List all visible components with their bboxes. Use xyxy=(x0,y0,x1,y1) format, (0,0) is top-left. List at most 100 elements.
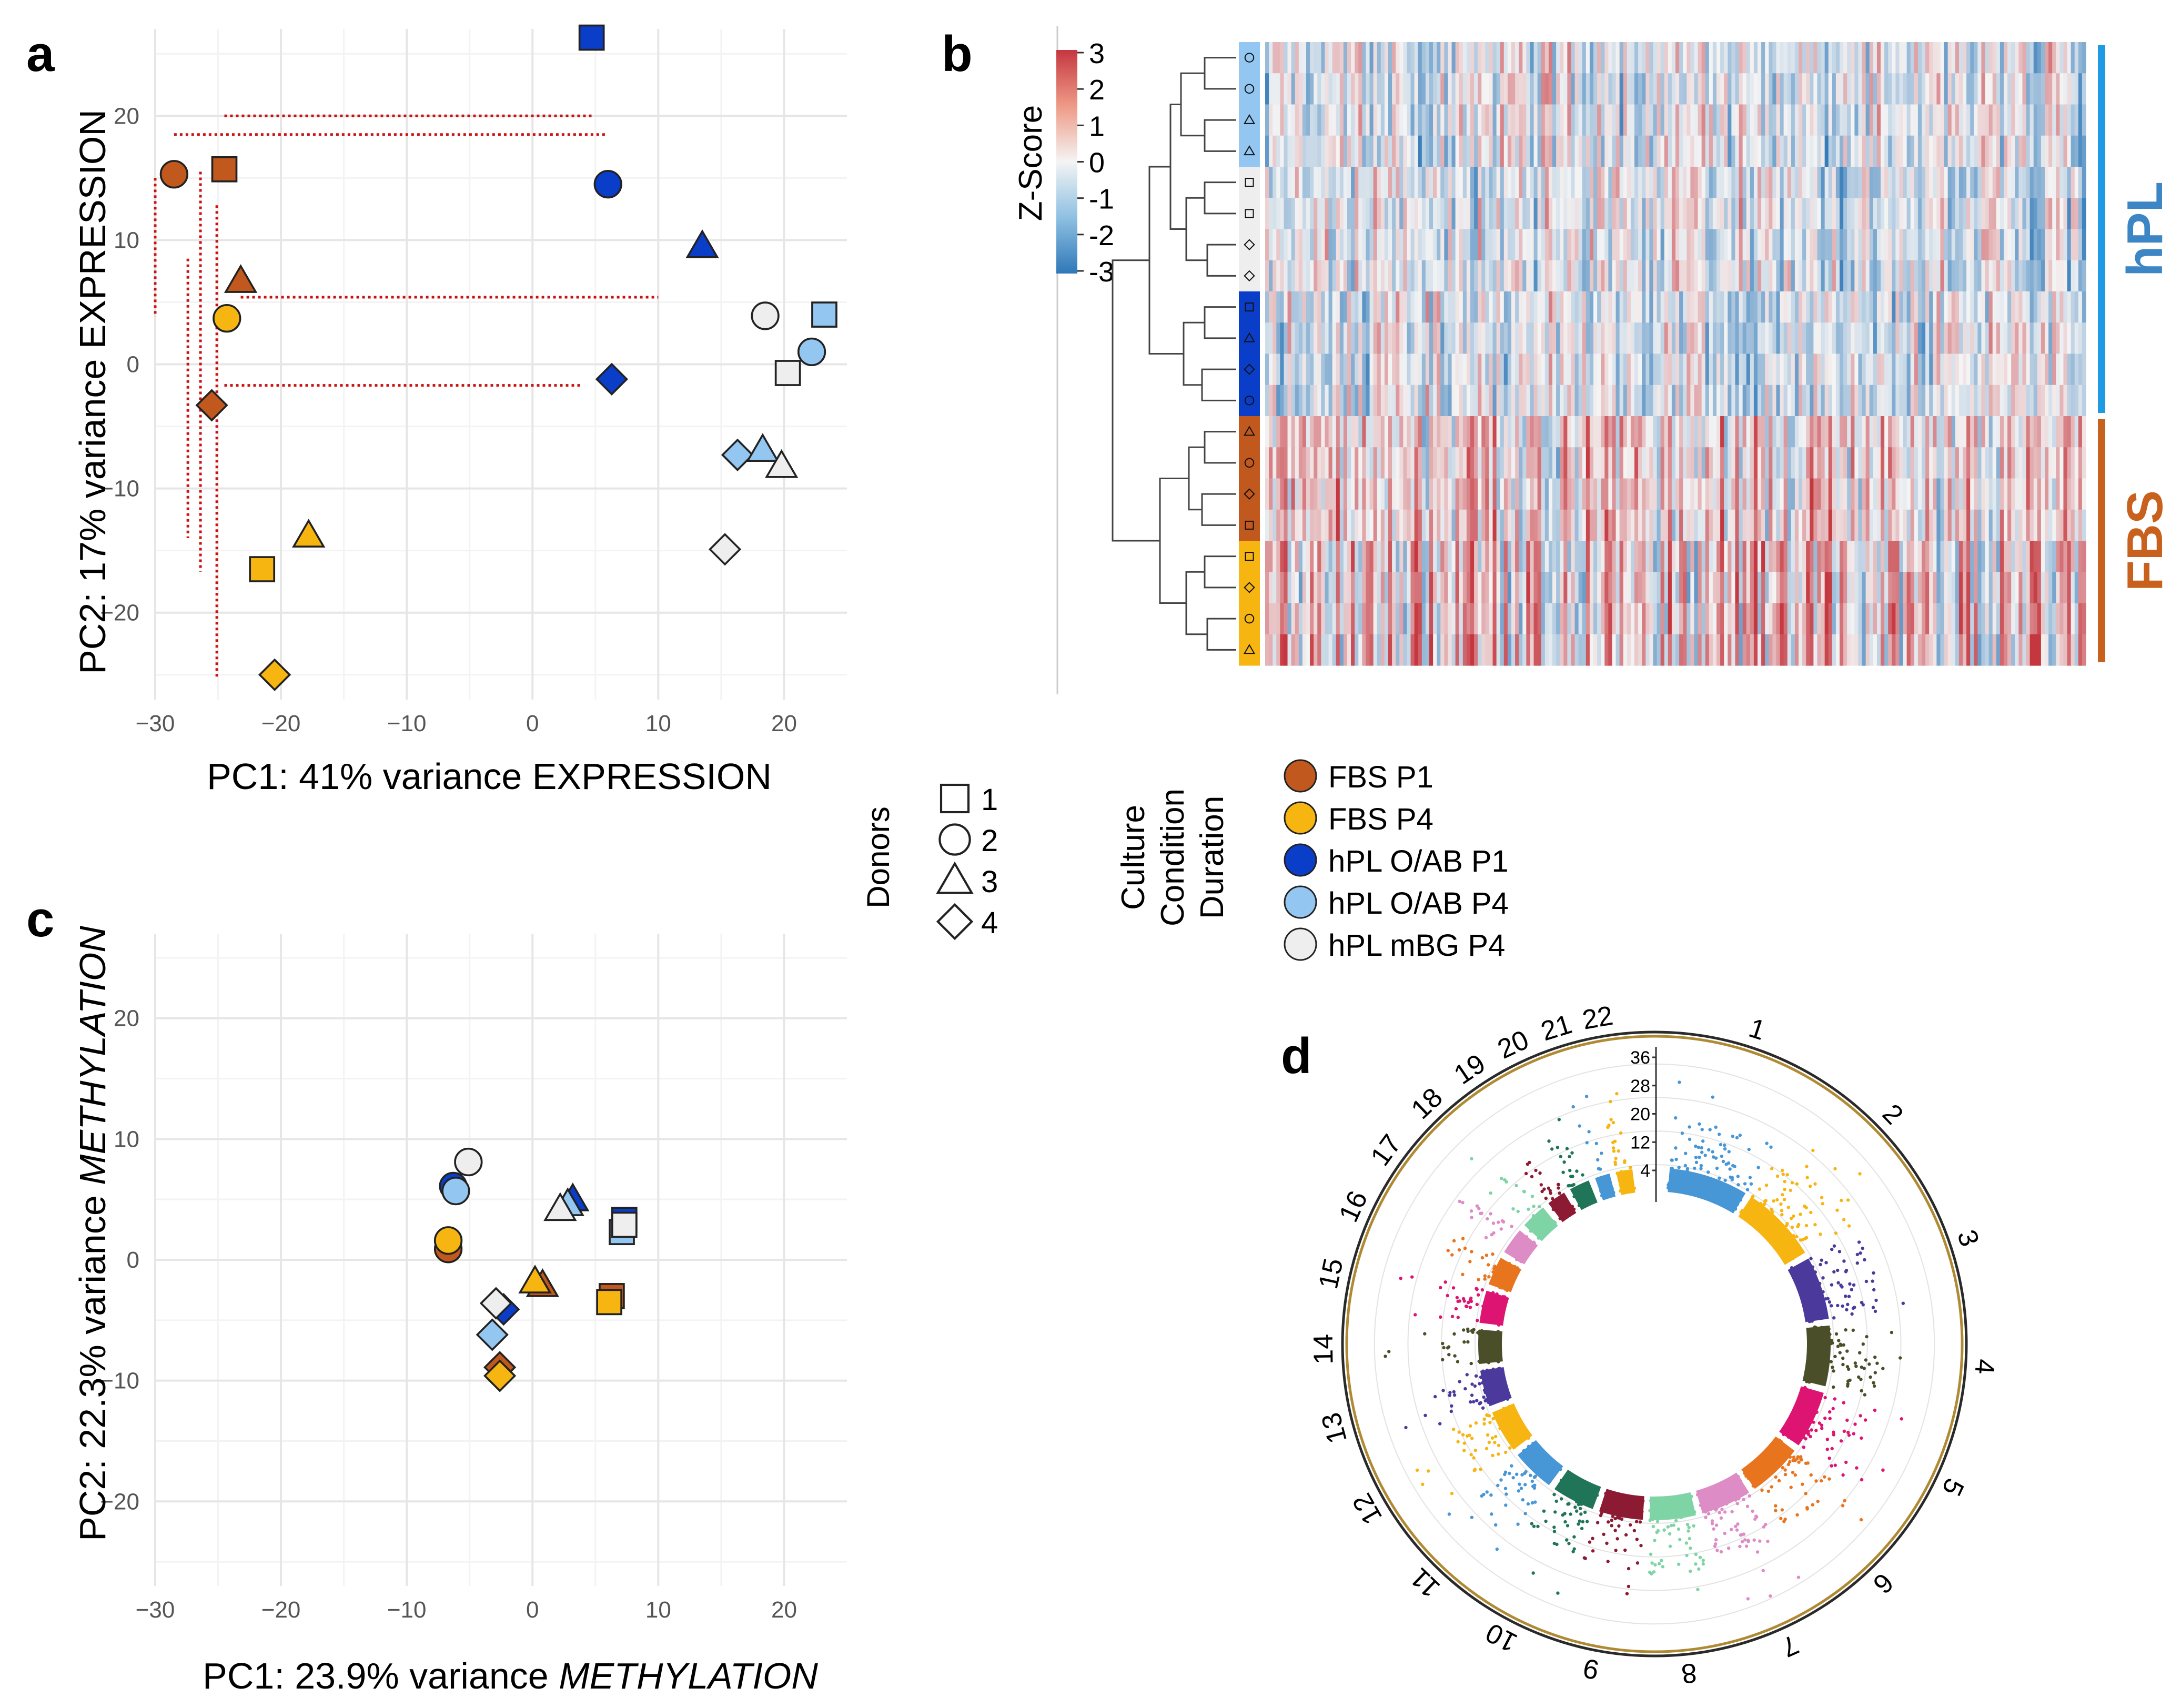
heatmap-cell xyxy=(1750,541,1754,572)
heatmap-cell xyxy=(1541,416,1546,448)
heatmap-cell xyxy=(1671,541,1676,572)
data-point xyxy=(593,169,622,199)
heatmap-cell xyxy=(1914,385,1919,417)
heatmap-cell xyxy=(1679,198,1683,230)
heatmap-cell xyxy=(1582,260,1587,292)
heatmap-cell xyxy=(1813,322,1818,355)
heatmap-cell xyxy=(1955,104,1960,136)
heatmap-cell xyxy=(1314,73,1318,105)
heatmap-cell xyxy=(1944,73,1948,105)
heatmap-cell xyxy=(1608,541,1613,572)
heatmap-cell xyxy=(2018,260,2023,292)
data-point xyxy=(441,1176,470,1206)
heatmap-cell xyxy=(1936,291,1941,323)
heatmap-cell xyxy=(1828,572,1833,604)
heatmap-cell xyxy=(1876,135,1881,167)
heatmap-cell xyxy=(1634,572,1639,604)
heatmap-cell xyxy=(1377,291,1381,323)
heatmap-cell xyxy=(2004,353,2008,386)
heatmap-cell xyxy=(1847,135,1851,167)
heatmap-cell xyxy=(1403,416,1408,448)
heatmap-cell xyxy=(1873,42,1877,74)
heatmap-cell xyxy=(1433,229,1437,261)
heatmap-cell xyxy=(1910,447,1915,479)
heatmap-cell xyxy=(1892,198,1896,230)
heatmap-cell xyxy=(1884,104,1889,136)
heatmap-cell xyxy=(1922,447,1926,479)
heatmap-cell xyxy=(2063,291,2068,323)
heatmap-cell xyxy=(2052,634,2056,666)
heatmap-cell xyxy=(1970,509,1974,541)
heatmap-cell xyxy=(1944,509,1948,541)
heatmap-cell xyxy=(1384,198,1389,230)
heatmap-cell xyxy=(1410,416,1415,448)
heatmap-cell xyxy=(1429,416,1433,448)
heatmap-cell xyxy=(1981,353,1986,386)
heatmap-cell xyxy=(1712,198,1717,230)
heatmap-cell xyxy=(1556,260,1560,292)
heatmap-cell xyxy=(1705,42,1710,74)
heatmap-cell xyxy=(1947,135,1952,167)
radial-grid-ring xyxy=(1374,1063,1935,1625)
x-tick-label: −10 xyxy=(387,1597,427,1623)
heatmap-cell xyxy=(1556,416,1560,448)
heatmap-cell xyxy=(2082,135,2086,167)
heatmap-cell xyxy=(1974,322,1978,355)
heatmap-cell xyxy=(1556,603,1560,635)
heatmap-cell xyxy=(1608,260,1613,292)
heatmap-cell xyxy=(1720,447,1724,479)
heatmap-cell xyxy=(1321,322,1326,355)
heatmap-cell xyxy=(1425,104,1430,136)
heatmap-cell xyxy=(1840,198,1844,230)
heatmap-cell xyxy=(1291,104,1296,136)
heatmap-cell xyxy=(2074,167,2079,198)
row-annotation-cell xyxy=(1239,42,1260,74)
heatmap-cell xyxy=(1511,42,1516,74)
heatmap-cell xyxy=(1310,135,1314,167)
heatmap-cell xyxy=(1503,104,1508,136)
heatmap-cell xyxy=(2071,478,2075,510)
heatmap-cell xyxy=(1884,322,1889,355)
heatmap-cell xyxy=(1787,478,1792,510)
heatmap-cell xyxy=(1474,353,1478,386)
heatmap-cell xyxy=(1947,385,1952,417)
heatmap-cell xyxy=(2074,135,2079,167)
heatmap-cell xyxy=(1687,198,1691,230)
heatmap-cell xyxy=(1895,603,1900,635)
heatmap-cell xyxy=(1642,447,1646,479)
heatmap-cell xyxy=(2022,104,2027,136)
dendrogram-branch xyxy=(1148,166,1184,355)
heatmap-cell xyxy=(1343,634,1348,666)
heatmap-cell xyxy=(1336,509,1340,541)
heatmap-cell xyxy=(1780,541,1784,572)
heatmap-cell xyxy=(1981,447,1986,479)
heatmap-cell xyxy=(1526,104,1531,136)
heatmap-cell xyxy=(1481,322,1486,355)
heatmap-cell xyxy=(1530,634,1534,666)
row-donor-icon xyxy=(1244,488,1255,500)
snp-point xyxy=(1747,1147,1751,1151)
heatmap-cell xyxy=(1571,353,1576,386)
heatmap-cell xyxy=(1906,167,1911,198)
heatmap-cell xyxy=(2067,260,2072,292)
heatmap-cell xyxy=(2078,509,2083,541)
heatmap-cell xyxy=(1392,447,1396,479)
heatmap-cell xyxy=(2048,634,2053,666)
heatmap-cell xyxy=(1851,229,1855,261)
heatmap-cell xyxy=(1582,291,1587,323)
heatmap-cell xyxy=(1854,73,1859,105)
row-donor-icon xyxy=(1245,178,1254,187)
heatmap-cell xyxy=(1291,603,1296,635)
snp-point xyxy=(1803,1204,1806,1208)
heatmap-cell xyxy=(1977,198,1982,230)
heatmap-cell xyxy=(1630,478,1635,510)
heatmap-cell xyxy=(1563,42,1568,74)
heatmap-cell xyxy=(1776,73,1781,105)
heatmap-cell xyxy=(1947,541,1952,572)
heatmap-cell xyxy=(2033,198,2038,230)
heatmap-cell xyxy=(1974,478,1978,510)
heatmap-cell xyxy=(1724,135,1728,167)
heatmap-cell xyxy=(1683,603,1687,635)
heatmap-cell xyxy=(1601,572,1605,604)
heatmap-cell xyxy=(1511,603,1516,635)
